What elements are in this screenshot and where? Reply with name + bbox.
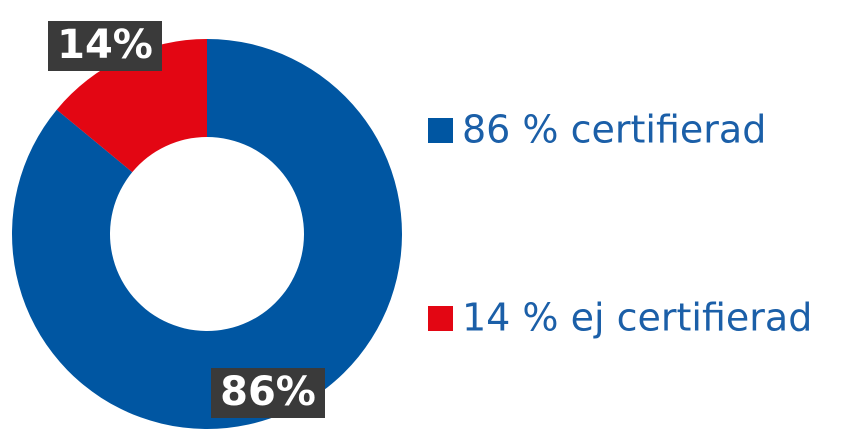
legend-swatch [428,306,453,331]
legend-label: 14 % ej certifierad [462,296,812,340]
data-label-box [48,21,162,71]
data-label: 14% [57,22,153,68]
legend-swatch [428,118,453,143]
donut-slice [12,39,403,429]
data-label-box [211,368,325,418]
legend-label: 86 % certifierad [462,108,766,152]
data-label: 86% [220,369,316,415]
donut-slice [56,39,208,173]
